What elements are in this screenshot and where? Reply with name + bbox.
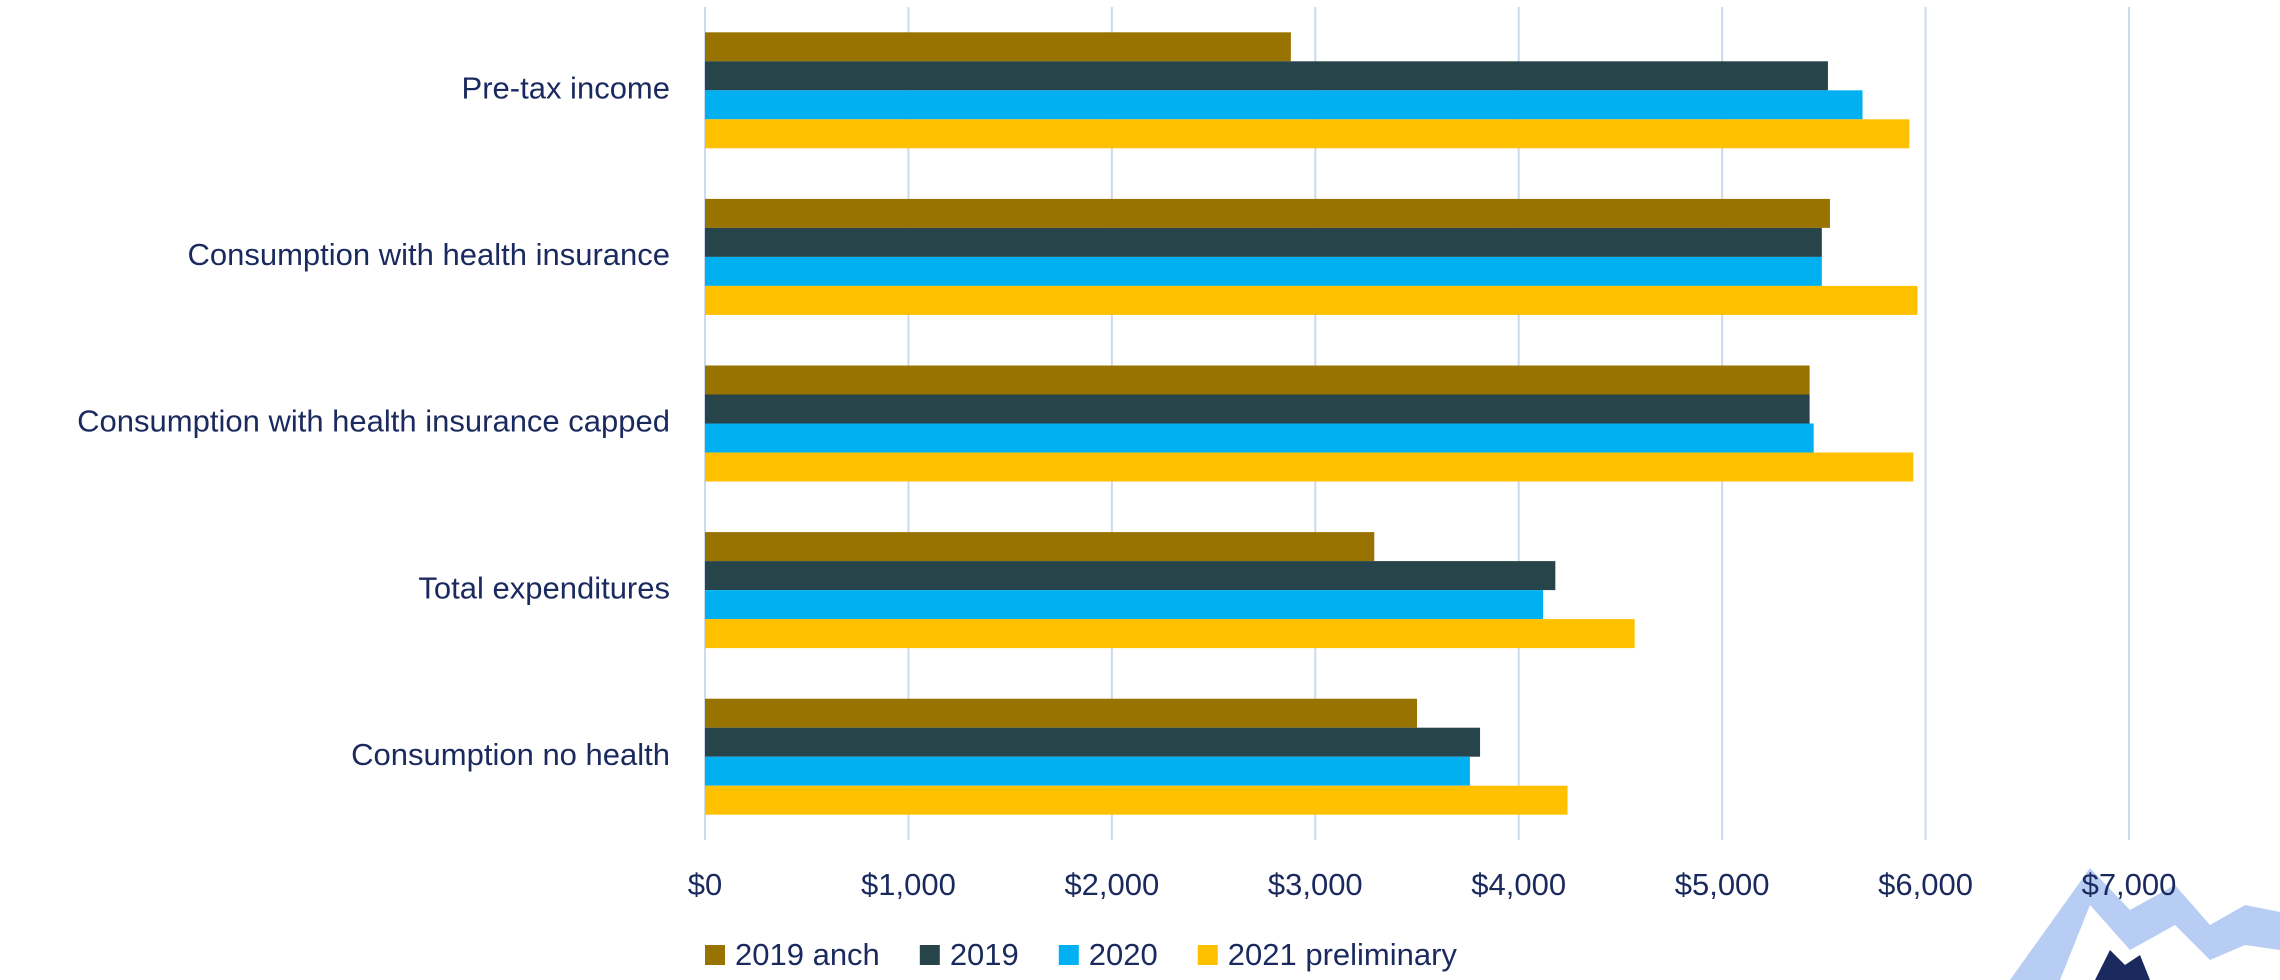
legend-swatch [705, 945, 725, 965]
bar [705, 256, 1822, 286]
x-tick-label: $2,000 [1064, 867, 1159, 902]
bar [705, 698, 1417, 728]
y-tick-label: Consumption no health [351, 737, 670, 772]
bar [705, 119, 1910, 149]
bar [705, 394, 1810, 424]
logo [2010, 868, 2280, 980]
bar [705, 619, 1635, 649]
y-tick-label: Consumption with health insurance capped [77, 404, 670, 439]
legend-swatch [919, 945, 940, 965]
bar [705, 532, 1375, 562]
legend-label: 2019 anch [735, 937, 880, 972]
y-tick-label: Pre-tax income [462, 70, 670, 105]
bar [705, 561, 1556, 591]
bar [705, 452, 1914, 482]
x-tick-label: $3,000 [1268, 867, 1363, 902]
bar [705, 285, 1918, 315]
legend-label: 2020 [1089, 937, 1158, 972]
x-tick-label: $0 [688, 867, 722, 902]
bar [705, 90, 1863, 120]
bar [705, 198, 1830, 228]
x-tick-label: $7,000 [2082, 867, 2177, 902]
bar [705, 756, 1470, 786]
bar [705, 785, 1568, 815]
y-tick-label: Total expenditures [418, 570, 670, 605]
bar [705, 365, 1810, 395]
bar [705, 61, 1828, 91]
bar [705, 590, 1544, 620]
bar [705, 727, 1481, 757]
x-tick-label: $4,000 [1471, 867, 1566, 902]
bar [705, 227, 1822, 257]
bar [705, 423, 1814, 453]
x-tick-label: $1,000 [861, 867, 956, 902]
x-tick-label: $5,000 [1675, 867, 1770, 902]
legend-swatch [1197, 945, 1218, 965]
legend-label: 2019 [950, 937, 1019, 972]
legend-swatch [1058, 945, 1079, 965]
x-tick-label: $6,000 [1878, 867, 1973, 902]
y-tick-label: Consumption with health insurance [188, 237, 671, 272]
legend-label: 2021 preliminary [1228, 937, 1458, 972]
bar [705, 32, 1291, 62]
